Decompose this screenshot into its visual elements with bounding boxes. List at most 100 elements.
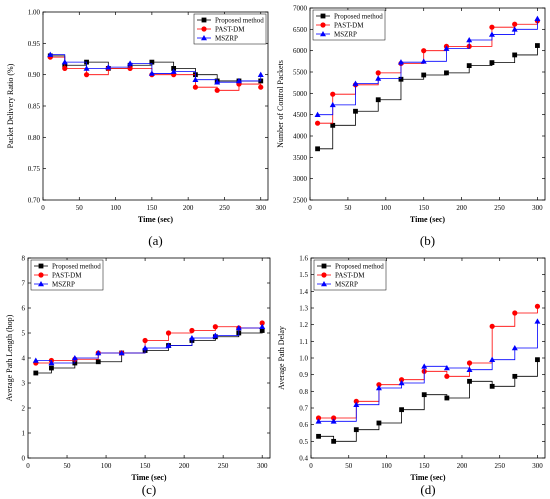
data-point-triangle: [95, 350, 102, 356]
y-tick-label: 6000: [293, 47, 308, 55]
series-mszrp: [315, 318, 541, 424]
data-point-triangle: [511, 345, 518, 351]
series-past-dm: [33, 320, 265, 366]
y-tick-label: 0.4: [299, 455, 308, 463]
legend-label: Proposed method: [52, 263, 101, 271]
series-mszrp: [47, 51, 264, 85]
x-axis-title: Time (sec): [410, 215, 446, 224]
data-point-triangle: [127, 60, 134, 66]
panel-caption: (c): [142, 482, 156, 497]
data-point-square: [421, 392, 427, 398]
data-point-triangle: [105, 64, 112, 70]
data-point-triangle: [235, 77, 242, 84]
legend-label: PAST-DM: [52, 272, 82, 280]
data-point-circle: [192, 84, 199, 90]
x-tick-label: 250: [494, 462, 505, 470]
data-point-triangle: [259, 323, 266, 330]
x-tick-label: 150: [418, 204, 429, 212]
y-tick-label: 0.80: [28, 134, 41, 142]
y-tick-label: 1.0: [299, 355, 308, 363]
data-point-triangle: [165, 342, 172, 348]
data-point-square: [330, 122, 336, 128]
data-point-circle: [83, 72, 90, 78]
data-point-circle: [330, 91, 336, 97]
x-tick-label: 100: [381, 204, 392, 212]
x-tick-label: 100: [381, 462, 392, 470]
data-point-square: [353, 108, 358, 114]
x-tick-label: 250: [219, 204, 230, 212]
x-tick-label: 0: [26, 462, 30, 470]
data-point-triangle: [214, 79, 221, 85]
data-point-triangle: [488, 31, 495, 37]
x-tick-label: 0: [308, 204, 312, 212]
y-tick-label: 5000: [293, 90, 308, 98]
y-axis-title: Number of Control Packets: [276, 60, 285, 148]
data-point-circle: [489, 323, 495, 329]
y-axis-title: Packet Delivery Ratio (%): [6, 63, 15, 148]
data-point-triangle: [375, 385, 382, 391]
legend-label: MSZRP: [335, 281, 358, 289]
x-tick-label: 300: [255, 204, 266, 212]
data-point-square: [33, 370, 39, 376]
y-tick-label: 0.6: [299, 421, 308, 429]
y-tick-label: 0.75: [28, 165, 41, 173]
data-point-square: [399, 407, 404, 413]
data-point-square: [201, 17, 207, 23]
series-line: [318, 359, 538, 442]
chart-panel-1: 0 50 100 150 200 250 300 0.70 0.75 0.80 0.85 0.90 0.…: [6, 9, 269, 248]
x-tick-label: 0: [309, 462, 313, 470]
y-tick-label: 2500: [293, 197, 308, 205]
y-tick-label: 0.8: [299, 388, 308, 396]
data-point-circle: [321, 272, 327, 278]
y-axis-title: Average Path Delay: [277, 326, 286, 390]
y-tick-label: 0.85: [28, 103, 41, 111]
legend-item: PAST-DM: [34, 272, 82, 280]
data-point-triangle: [511, 26, 518, 32]
series-proposed-method: [316, 357, 540, 444]
y-tick-label: 1.5: [299, 271, 308, 279]
y-tick-label: 0: [22, 455, 26, 463]
series-line: [35, 330, 263, 374]
legend-item: Proposed method: [197, 17, 264, 25]
x-tick-label: 50: [64, 462, 72, 470]
legend-item: MSZRP: [197, 35, 238, 43]
y-tick-label: 3000: [293, 175, 308, 183]
data-point-triangle: [142, 345, 149, 351]
data-point-triangle: [352, 80, 359, 86]
data-point-triangle: [489, 356, 496, 362]
series-past-dm: [315, 303, 541, 421]
chart-panel-2: 0 50 100 150 200 250 300 2500 3000 3500 4000 4500 50…: [276, 5, 546, 248]
series-line: [318, 321, 538, 422]
data-point-triangle: [420, 58, 427, 64]
data-point-square: [512, 52, 518, 58]
legend-item: PAST-DM: [316, 22, 364, 30]
x-tick-label: 200: [456, 204, 467, 212]
x-tick-label: 150: [140, 462, 151, 470]
y-tick-label: 3500: [293, 154, 308, 162]
data-point-square: [149, 59, 155, 65]
legend-item: Proposed method: [34, 263, 101, 271]
data-point-circle: [353, 398, 359, 404]
data-point-triangle: [330, 418, 337, 424]
data-point-circle: [314, 120, 321, 126]
data-point-circle: [320, 22, 326, 28]
data-point-square: [535, 357, 540, 363]
y-tick-label: 4: [22, 355, 26, 363]
legend-label: Proposed method: [334, 13, 383, 21]
x-tick-label: 50: [76, 204, 84, 212]
y-axis-title: Average Path Length (hop): [5, 314, 14, 401]
legend-label: PAST-DM: [335, 272, 365, 280]
data-point-square: [489, 383, 495, 389]
data-point-square: [467, 378, 472, 384]
x-tick-label: 100: [101, 462, 112, 470]
data-point-circle: [201, 26, 207, 32]
data-point-circle: [398, 377, 405, 383]
panel-caption: (d): [420, 482, 435, 497]
data-point-triangle: [443, 45, 450, 51]
data-point-circle: [315, 415, 322, 421]
y-tick-label: 7000: [293, 5, 308, 13]
data-point-square: [316, 433, 321, 439]
x-tick-label: 300: [532, 204, 543, 212]
